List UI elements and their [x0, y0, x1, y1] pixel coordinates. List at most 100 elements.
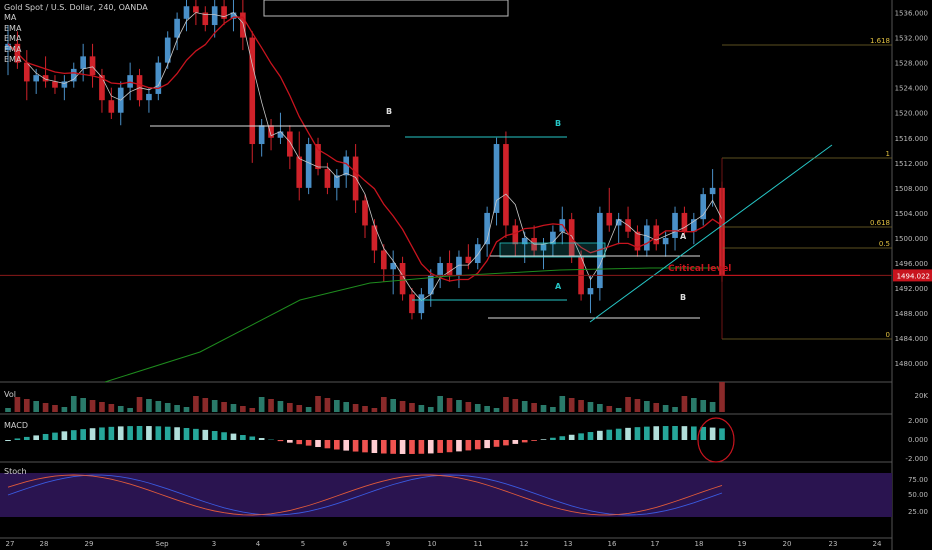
price-tick-label: 1524.000: [895, 85, 928, 93]
fib-level-label: 1.618: [870, 37, 890, 45]
candle-body: [521, 237, 528, 245]
candle-body: [484, 212, 490, 245]
candle-body: [127, 75, 133, 88]
volume-bar: [136, 397, 143, 412]
volume-bar: [221, 402, 227, 412]
macd-bar: [61, 431, 68, 440]
x-tick-label: 16: [608, 540, 617, 548]
annotation-label: B: [555, 119, 561, 128]
candle-body: [240, 12, 246, 38]
x-tick-label: 9: [386, 540, 390, 548]
candle-body: [362, 200, 368, 226]
candle-body: [427, 275, 434, 295]
volume-bar: [672, 407, 678, 412]
candle-body: [409, 294, 415, 314]
candle-body: [390, 263, 397, 270]
macd-bar: [211, 431, 218, 440]
indicator-ema-2: EMA: [4, 34, 22, 44]
macd-bar: [183, 427, 190, 440]
macd-bar: [23, 436, 30, 440]
candle-body: [221, 6, 227, 19]
macd-bar: [409, 440, 415, 454]
macd-tick-label: 2.000: [908, 417, 928, 425]
candle-body: [672, 212, 678, 238]
macd-bar: [240, 435, 246, 440]
volume-bar: [634, 399, 641, 412]
volume-bar: [719, 382, 725, 412]
macd-bar: [587, 432, 594, 440]
candle-body: [446, 263, 453, 276]
macd-bar: [653, 426, 660, 440]
macd-bar: [437, 440, 443, 453]
macd-bar: [456, 440, 462, 452]
macd-bar: [315, 440, 321, 448]
stoch-tick-label: 50.00: [908, 491, 928, 499]
candle-body: [164, 37, 171, 63]
macd-bar: [521, 440, 528, 443]
macd-bar: [99, 427, 105, 440]
x-tick-label: 5: [301, 540, 305, 548]
macd-bar: [343, 440, 350, 451]
stoch-band: [0, 473, 892, 517]
macd-bar: [568, 434, 575, 440]
x-tick-label: 6: [343, 540, 348, 548]
volume-bar: [277, 401, 284, 412]
volume-bar: [70, 396, 77, 412]
macd-bar: [287, 440, 293, 443]
macd-bar: [681, 426, 688, 440]
volume-bar: [117, 406, 124, 412]
macd-bar: [108, 426, 115, 440]
candle-body: [700, 194, 707, 220]
volume-bar: [418, 405, 425, 412]
macd-bar: [512, 440, 519, 444]
x-tick-label: 18: [695, 540, 704, 548]
volume-bar: [211, 400, 218, 412]
x-tick-label: 24: [873, 540, 882, 548]
candle-body: [371, 225, 378, 251]
volume-bar: [99, 402, 105, 412]
price-tick-label: 1528.000: [895, 60, 928, 68]
price-tick-label: 1492.000: [895, 285, 928, 293]
volume-bar: [409, 403, 415, 412]
macd-bar: [644, 426, 650, 440]
candle-body: [418, 294, 425, 314]
macd-bar: [399, 440, 406, 454]
ema-green-line: [104, 267, 720, 383]
ema-thin-line: [7, 12, 723, 302]
annotation-label: A: [680, 232, 687, 241]
price-tick-label: 1496.000: [895, 260, 928, 268]
macd-bar: [465, 440, 472, 451]
candle-body: [315, 144, 321, 170]
volume-bar: [493, 408, 500, 412]
macd-bar: [493, 440, 500, 447]
indicator-ma: MA: [4, 13, 17, 23]
candle-body: [352, 156, 359, 201]
volume-bar: [446, 398, 453, 412]
stoch-d-line: [7, 474, 723, 516]
macd-bar: [559, 436, 566, 440]
macd-pane-label: MACD: [4, 421, 28, 430]
volume-bar: [61, 407, 68, 412]
macd-bar: [296, 440, 303, 445]
macd-bar: [80, 429, 86, 440]
candle-body: [540, 244, 547, 251]
macd-bar: [503, 440, 509, 446]
macd-bar: [155, 426, 162, 440]
macd-bar: [615, 428, 622, 440]
macd-bar: [333, 440, 340, 450]
candle-body: [70, 68, 77, 82]
macd-bar: [484, 440, 490, 449]
indicator-ema-1: EMA: [4, 23, 22, 33]
candle-body: [456, 256, 462, 276]
macd-bar: [662, 426, 669, 440]
x-tick-label: 10: [428, 540, 437, 548]
macd-bar: [418, 440, 425, 454]
stoch-pane-label: Stoch: [4, 467, 27, 476]
stoch-tick-label: 75.00: [908, 476, 928, 484]
price-tick-label: 1520.000: [895, 110, 928, 118]
macd-bar: [89, 428, 96, 440]
volume-bar: [531, 403, 537, 412]
macd-bar: [550, 437, 556, 440]
volume-bar: [644, 401, 650, 412]
